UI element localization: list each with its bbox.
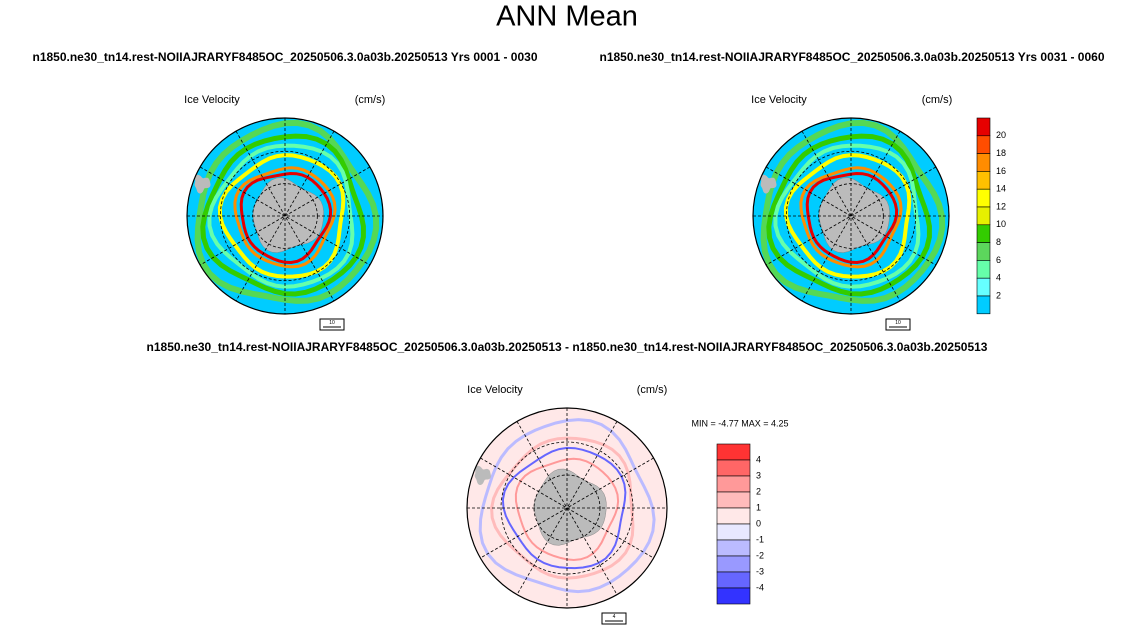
colorbar-label: 14 [996,184,1006,194]
colorbar-label: 18 [996,148,1006,158]
colorbar-swatch [976,260,991,279]
colorbar-swatch [976,153,991,172]
colorbar-swatch [976,171,991,190]
vector-ref-box [319,318,345,331]
vector-ref-box [601,612,627,625]
colorbar-swatch [716,587,751,605]
colorbar-swatch [976,224,991,243]
meridian-line [199,166,371,266]
vector-ref-box [885,318,911,331]
units-label: (cm/s) [355,94,386,106]
vector-ref-label: 10 [895,320,901,326]
colorbar-label: 16 [996,166,1006,176]
colorbar-label: 0 [756,518,761,528]
colorbar-swatch [976,188,991,208]
island [194,174,211,194]
colorbar-label: -1 [756,534,764,544]
colorbar-swatch [976,242,991,261]
units-label: (cm/s) [637,384,668,396]
colorbar-label: 6 [996,255,1001,265]
vector-ref-label: 4 [613,614,616,620]
variable-label: Ice Velocity [184,94,240,106]
colorbar-swatch [976,295,991,315]
meridian-line [480,457,654,559]
colorbar-label: 8 [996,237,1001,247]
colorbar-swatch [716,555,751,573]
island [760,174,777,194]
variable-label: Ice Velocity [467,384,523,396]
panel-caption: n1850.ne30_tn14.rest-NOIIAJRARYF8485OC_2… [147,340,988,354]
polar-map: 10 [186,117,384,331]
colorbar-swatch [716,475,751,493]
meridian-line [765,166,937,266]
island [474,465,491,485]
map-border [752,117,950,315]
colorbar-label: 2 [996,290,1001,300]
field-band [799,166,903,269]
polar-map: 10 [752,117,950,331]
colorbar-swatch [976,206,991,226]
stats-label: MIN = -4.77 MAX = 4.25 [691,418,788,428]
map-border [186,117,384,315]
colorbar-swatch [716,459,751,477]
colorbar-swatch [716,523,751,541]
colorbar-swatch [976,117,991,137]
units-label: (cm/s) [922,94,953,106]
colorbar-label: 20 [996,130,1006,140]
colorbar-label: -2 [756,550,764,560]
map-border [466,407,668,609]
colorbar-swatch [716,443,751,461]
polar-map: 4 [466,407,668,625]
colorbar-label: -3 [756,566,764,576]
colorbar-label: 10 [996,219,1006,229]
colorbar-label: 2 [756,486,761,496]
colorbar-swatch [716,539,751,557]
colorbar-swatch [976,135,991,154]
variable-label: Ice Velocity [751,94,807,106]
colorbar-label: 4 [996,273,1001,283]
colorbar-swatch [976,277,991,297]
vector-ref-label: 10 [329,320,335,326]
colorbar-swatch [716,507,751,525]
field-band [233,166,337,269]
colorbar-swatch [716,491,751,509]
colorbar-swatch [716,571,751,589]
colorbar-label: 12 [996,201,1006,211]
colorbar-label: 4 [756,454,761,464]
colorbar-label: -4 [756,582,764,592]
panel-caption: n1850.ne30_tn14.rest-NOIIAJRARYF8485OC_2… [599,50,1104,64]
page-title: ANN Mean [496,1,638,33]
colorbar-label: 1 [756,502,761,512]
colorbar-label: 3 [756,470,761,480]
panel-caption: n1850.ne30_tn14.rest-NOIIAJRARYF8485OC_2… [32,50,537,64]
